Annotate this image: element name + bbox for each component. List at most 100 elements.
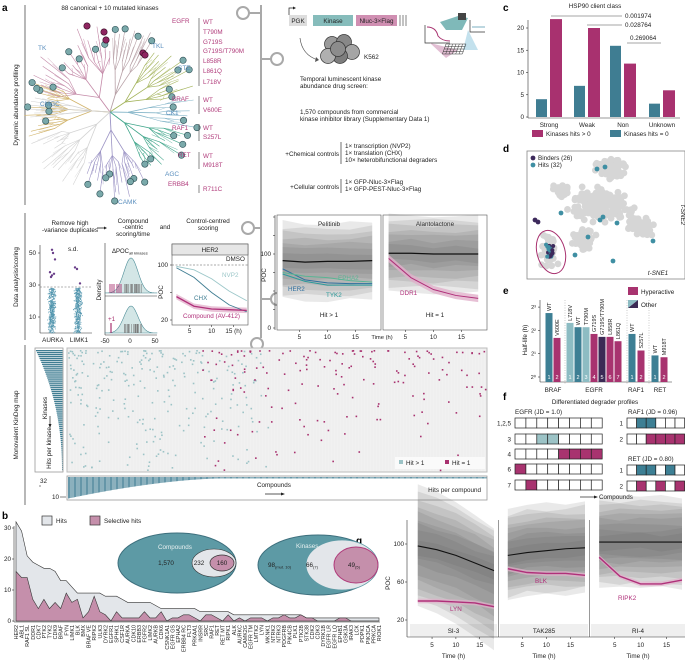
compound-hit-bar (188, 477, 189, 481)
hit-single (466, 374, 468, 377)
hit-single (236, 351, 239, 353)
compound-hit-bar (194, 477, 195, 480)
tree-branch (163, 127, 174, 131)
compound-hit-bar (135, 477, 136, 487)
tick-label: 2³ (531, 305, 536, 311)
profile-cell (514, 463, 527, 475)
replicate-point (53, 296, 55, 298)
kinase-label: ERBB4 RC (182, 625, 188, 652)
cluster-point (544, 242, 549, 247)
tree-branch (148, 99, 194, 109)
compound-hit-bar (420, 477, 422, 479)
replicate-point (78, 304, 80, 307)
compound-hit-bar (412, 477, 414, 479)
tree-branch (77, 151, 79, 154)
replicate-point (49, 315, 51, 317)
profile-cell (590, 448, 603, 460)
hit-multi (178, 424, 181, 427)
tick-label: 0 (520, 114, 524, 121)
bar-hits-zero (610, 45, 621, 117)
transduction-arrow-icon (299, 37, 319, 61)
tree-branch (58, 111, 62, 113)
hit-single (303, 355, 305, 358)
compound-hit-bar (400, 477, 402, 479)
kinase-label: EGFR1 (109, 625, 115, 643)
replicate-point (77, 323, 79, 325)
hit-multi (182, 429, 185, 432)
tree-branch (69, 123, 97, 134)
kinase-hit-bar (59, 428, 63, 430)
outlier-point (48, 271, 52, 274)
tick-label: 5 (521, 642, 525, 649)
profile-cell (674, 433, 685, 445)
hit-multi (135, 443, 138, 445)
tsne-point (549, 237, 557, 245)
compound-hit-bar (147, 477, 148, 485)
kinase-hit-bar (61, 447, 63, 449)
tree-branch (129, 32, 151, 73)
compound-hit-bar (368, 477, 369, 479)
replicate-point (49, 303, 51, 305)
tree-branch (164, 100, 182, 105)
replicate-point (79, 320, 81, 322)
compound-hit-bar (462, 477, 464, 479)
hit-multi (216, 377, 218, 380)
bar-hits-zero (574, 85, 585, 117)
mutant-kinase-node (102, 36, 110, 44)
compound-hit-bar (365, 477, 367, 479)
kinase-node (185, 66, 193, 74)
hit-multi (253, 379, 255, 382)
replicate-point (49, 325, 51, 327)
plate-grid (442, 44, 447, 54)
replicate-point (50, 292, 52, 294)
compound-hit-bar (328, 477, 330, 479)
replicate-point (80, 308, 82, 310)
compound-label: SI-3 (448, 628, 460, 635)
outlier-point (78, 282, 82, 285)
compound-hit-bar (426, 477, 428, 479)
compound-hit-bar (84, 477, 86, 496)
kinase-label: RET (215, 624, 221, 635)
hit-multi (80, 402, 82, 405)
replicate-point (74, 332, 76, 334)
tree-branch (162, 96, 165, 100)
hit-multi (250, 352, 253, 355)
tag-label: Nluc-3×Flag (359, 18, 394, 25)
kinase-hit-bar (60, 433, 63, 436)
tree-branch (131, 160, 133, 164)
tree-branch (104, 164, 107, 168)
replicate-point (78, 297, 80, 299)
variant-label: G719S (592, 314, 598, 331)
variant-label: WT (203, 19, 213, 26)
tree-branch (71, 68, 73, 72)
hit-multi (200, 361, 202, 363)
kinase-distribution-band (417, 522, 494, 595)
compounds-axis-label: Compounds (257, 482, 291, 489)
hit-multi (256, 430, 258, 433)
hit-multi (73, 354, 76, 357)
tsne-point (548, 262, 556, 270)
replicate-point (51, 305, 53, 307)
compound-hit-bar (470, 477, 471, 479)
replicate-point (51, 306, 53, 308)
compound-hit-bar (108, 477, 110, 491)
kinase-hit-bar (61, 465, 63, 467)
replicate-point (51, 317, 53, 319)
replicate-point (51, 289, 54, 291)
hit-multi (71, 461, 73, 464)
replicate-point (79, 293, 81, 296)
kinase-label: DYRK1B (321, 625, 327, 647)
replicate-point (51, 287, 53, 289)
hit-multi (71, 350, 74, 353)
compound-hit-bar (392, 477, 393, 479)
kinase-label: CAMK2G (243, 625, 249, 648)
tsne-point (594, 183, 601, 191)
control-item: 1× transcription (NVP2) (345, 143, 411, 150)
replicate-point (48, 312, 50, 314)
replicate-point (73, 290, 75, 292)
panel-label-d: d (503, 144, 509, 155)
compound-hit-bar (249, 477, 250, 479)
cluster-point (546, 245, 551, 250)
profile-cell (536, 448, 549, 460)
hit-multi (81, 393, 84, 396)
